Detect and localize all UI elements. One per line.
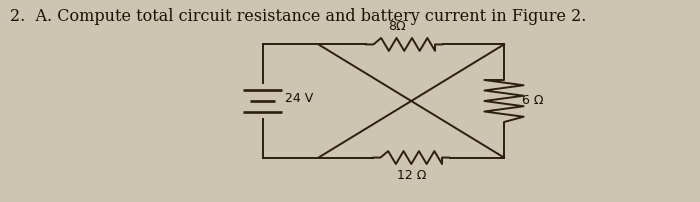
Text: 12 Ω: 12 Ω bbox=[397, 169, 426, 182]
Text: 24 V: 24 V bbox=[285, 93, 313, 105]
Text: 6 Ω: 6 Ω bbox=[522, 95, 543, 107]
Text: 8Ω: 8Ω bbox=[389, 20, 406, 33]
Text: 2.  A. Compute total circuit resistance and battery current in Figure 2.: 2. A. Compute total circuit resistance a… bbox=[10, 8, 587, 25]
